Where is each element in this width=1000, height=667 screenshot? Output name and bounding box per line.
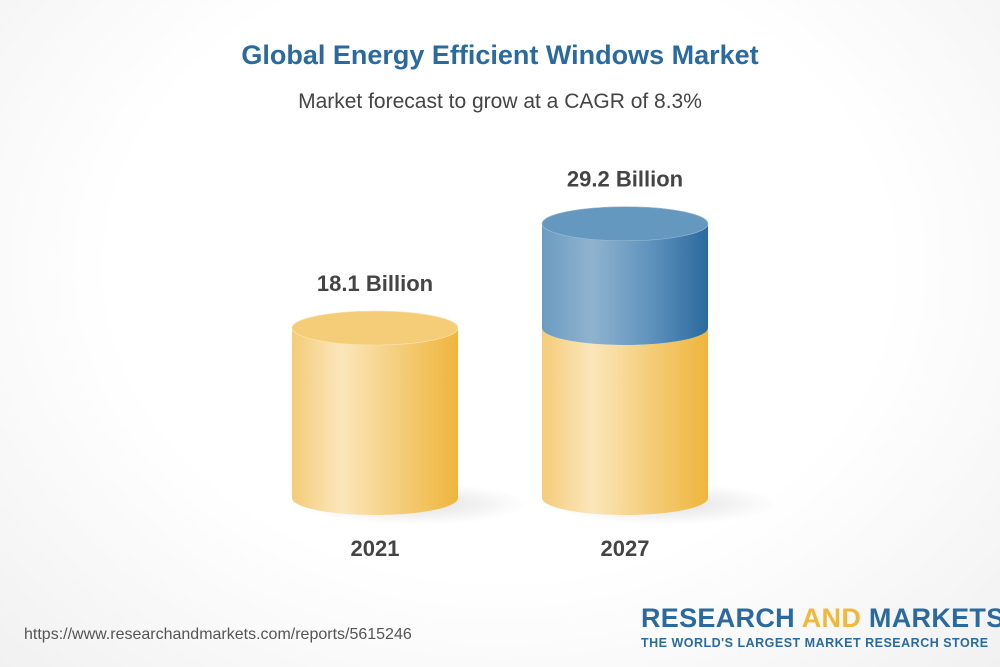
data-label: 29.2 Billion xyxy=(567,167,683,192)
bar-2027-growth xyxy=(542,223,708,345)
data-label: 18.1 Billion xyxy=(317,271,433,296)
cylinder-top xyxy=(291,310,459,346)
bar-2027-base xyxy=(542,328,708,515)
cylinder-top xyxy=(541,206,709,242)
chart-title: Global Energy Efficient Windows Market xyxy=(241,40,759,70)
category-label: 2021 xyxy=(351,536,400,561)
category-label: 2027 xyxy=(601,536,650,561)
chart-subtitle: Market forecast to grow at a CAGR of 8.3… xyxy=(298,90,702,113)
source-url[interactable]: https://www.researchandmarkets.com/repor… xyxy=(24,626,412,643)
research-and-markets-logo: RESEARCH AND MARKETS THE WORLD'S LARGEST… xyxy=(641,603,1000,650)
chart-area: 18.1 Billion 2021 29.2 Billion 2027 xyxy=(291,167,778,561)
bar-2021 xyxy=(292,328,458,515)
